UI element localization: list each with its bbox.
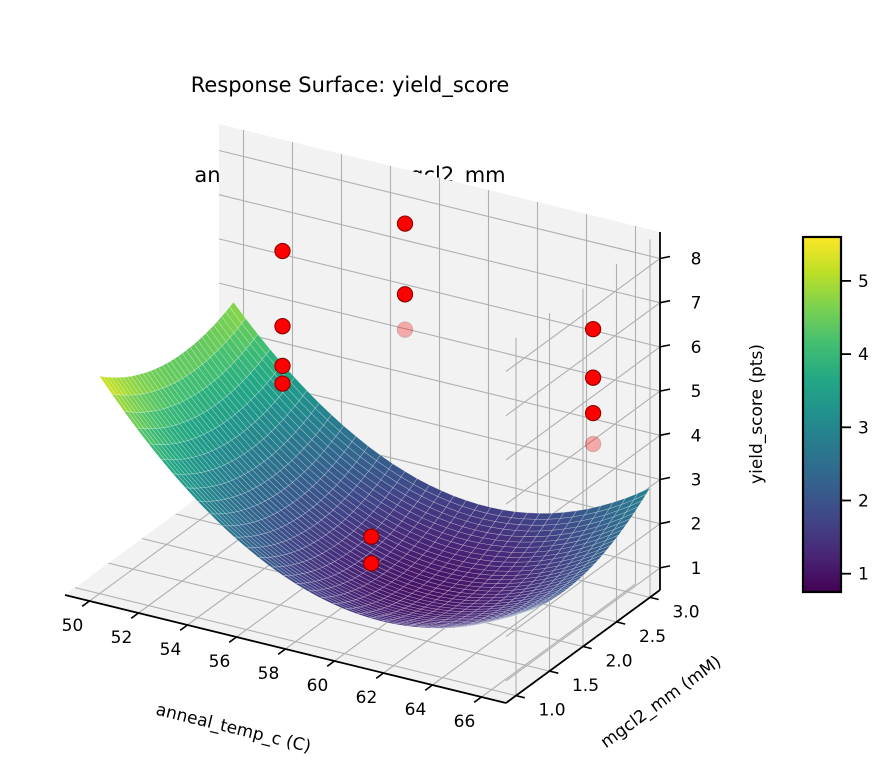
tick-label: 4 bbox=[691, 426, 702, 446]
scatter-point bbox=[584, 320, 602, 338]
colorbar: 1 2 3 4 5 yield_score (pts) bbox=[747, 235, 869, 594]
colorbar-gradient bbox=[801, 235, 843, 594]
tick-label: 62 bbox=[356, 688, 378, 708]
axis-tick-labels: 5052545658606264661.01.52.02.53.01234567… bbox=[62, 250, 702, 733]
surface-facet bbox=[578, 563, 595, 573]
scatter-point bbox=[396, 215, 414, 232]
scatter-point bbox=[274, 357, 291, 375]
tick-label: 2 bbox=[691, 515, 702, 535]
surface-facet bbox=[503, 613, 521, 619]
tick-label: 5 bbox=[691, 382, 702, 402]
colorbar-tick-label: 4 bbox=[858, 345, 869, 365]
scatter-points bbox=[274, 215, 602, 572]
scatter-point bbox=[274, 318, 291, 335]
colorbar-tick-marks bbox=[841, 279, 851, 575]
surface-facet bbox=[625, 500, 643, 513]
tick-label: 66 bbox=[454, 712, 476, 732]
tick-label: 3.0 bbox=[672, 602, 699, 622]
tick-label: 56 bbox=[209, 652, 231, 672]
colorbar-tick-label: 1 bbox=[858, 565, 869, 585]
surface-facet bbox=[562, 578, 580, 588]
x-axis-title: anneal_temp_c (C) bbox=[154, 700, 313, 757]
surface-facet bbox=[566, 575, 584, 585]
tick-label: 2.5 bbox=[639, 627, 666, 647]
surface-facet bbox=[586, 554, 603, 565]
scatter-point bbox=[363, 555, 380, 572]
tick-label: 1.5 bbox=[572, 676, 599, 696]
tick-label: 3 bbox=[691, 471, 702, 491]
colorbar-title: yield_score (pts) bbox=[747, 344, 767, 484]
scatter-point bbox=[396, 321, 414, 338]
tick-label: 64 bbox=[405, 700, 427, 720]
tick-label: 1.0 bbox=[538, 701, 565, 721]
scatter-point bbox=[584, 435, 602, 453]
scatter-point bbox=[363, 528, 380, 545]
axis-tick-marks bbox=[81, 255, 671, 703]
tick-label: 7 bbox=[691, 294, 702, 314]
surface-facet bbox=[546, 591, 564, 600]
colorbar-tick-label: 2 bbox=[858, 492, 869, 512]
surface-facet bbox=[633, 487, 651, 501]
surface-facet bbox=[570, 571, 588, 581]
scatter-point bbox=[274, 242, 291, 260]
tick-label: 54 bbox=[160, 640, 182, 660]
colorbar-tick-labels: 1 2 3 4 5 bbox=[858, 272, 869, 585]
colorbar-tick-label: 5 bbox=[858, 272, 869, 292]
tick-label: 50 bbox=[62, 616, 84, 636]
scatter-point bbox=[584, 404, 602, 422]
tick-label: 52 bbox=[111, 628, 133, 648]
surface-facet bbox=[574, 567, 592, 577]
scatter-point bbox=[396, 286, 414, 303]
tick-label: 58 bbox=[258, 664, 280, 684]
tick-label: 2.0 bbox=[605, 652, 632, 672]
tick-label: 8 bbox=[691, 250, 702, 270]
scatter-point bbox=[584, 369, 602, 386]
colorbar-tick-label: 3 bbox=[858, 418, 869, 438]
scatter-point bbox=[274, 375, 291, 392]
tick-label: 60 bbox=[307, 676, 329, 696]
response-surface bbox=[98, 301, 651, 629]
surface-facet bbox=[519, 607, 536, 615]
surface-facet bbox=[629, 493, 647, 507]
tick-label: 6 bbox=[691, 338, 702, 358]
tick-label: 1 bbox=[691, 559, 702, 579]
